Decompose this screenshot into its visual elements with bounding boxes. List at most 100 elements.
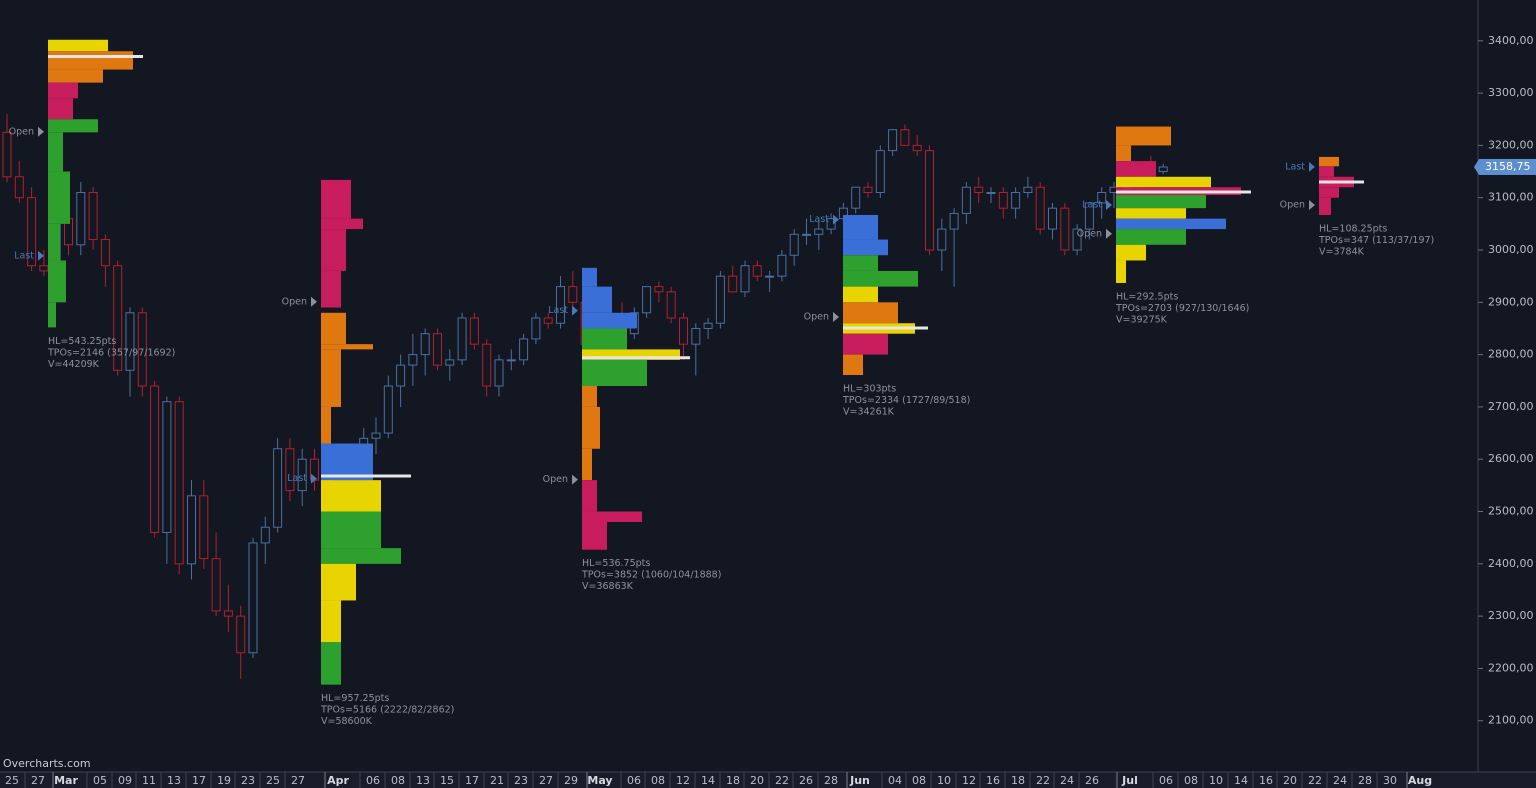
profile-bar xyxy=(321,270,341,308)
candle-body xyxy=(482,343,492,387)
candle-body xyxy=(469,317,479,345)
x-tick-label: 27 xyxy=(291,774,305,787)
profile-bar xyxy=(582,312,637,329)
x-tick-label: Apr xyxy=(327,774,349,787)
profile-bar xyxy=(1116,176,1211,188)
candle-body xyxy=(961,186,971,214)
candle-body xyxy=(777,254,787,277)
candle-body xyxy=(666,291,676,319)
candle-body xyxy=(740,265,750,293)
candle-body xyxy=(236,615,246,654)
candle-body xyxy=(703,322,713,329)
candle-body xyxy=(519,338,529,361)
profile-bar xyxy=(48,223,60,261)
y-tick-label: 3300,00 xyxy=(1488,86,1534,99)
candle-body xyxy=(113,265,123,371)
candle-body xyxy=(506,359,516,362)
candle-body xyxy=(445,359,455,366)
profile-bar xyxy=(321,443,373,481)
open-marker xyxy=(833,311,839,322)
candle-body xyxy=(187,495,196,565)
x-tick-label: 20 xyxy=(1283,774,1297,787)
candle-body xyxy=(642,286,652,314)
profile-bar xyxy=(582,406,600,449)
last-label: Last xyxy=(548,305,568,316)
open-marker xyxy=(1106,228,1112,239)
y-tick-label: 2200,00 xyxy=(1488,661,1534,674)
profile-stat: TPOs=2334 (1727/89/518) xyxy=(842,395,970,406)
y-tick-label: 2300,00 xyxy=(1488,609,1534,622)
profile-bar xyxy=(321,511,381,549)
x-tick-label: 28 xyxy=(824,774,838,787)
x-tick-label: 14 xyxy=(1234,774,1248,787)
last-marker xyxy=(572,305,578,316)
candle-body xyxy=(802,233,811,236)
x-tick-label: 05 xyxy=(93,774,107,787)
candle-body xyxy=(679,317,688,345)
candle-body xyxy=(1072,228,1082,251)
profile-bar xyxy=(48,132,63,172)
last-label: Last xyxy=(14,250,34,261)
x-tick-label: 27 xyxy=(31,774,45,787)
y-tick-label: 2900,00 xyxy=(1488,295,1534,308)
candle-body xyxy=(998,191,1008,209)
candle-body xyxy=(1023,186,1033,193)
x-tick-label: 09 xyxy=(118,774,132,787)
profile-stat: TPOs=2146 (357/97/1692) xyxy=(47,347,175,358)
candle-body xyxy=(1158,166,1168,173)
candle-body xyxy=(875,150,885,193)
x-axis-band xyxy=(0,772,1536,788)
profile-bar xyxy=(48,39,108,52)
profile-bar xyxy=(321,563,356,601)
x-tick-label: 19 xyxy=(217,774,231,787)
candle-body xyxy=(14,176,24,199)
last-label: Last xyxy=(1285,161,1305,172)
x-tick-label: 24 xyxy=(1333,774,1347,787)
y-tick-label: 3100,00 xyxy=(1488,191,1534,204)
x-tick-label: Jun xyxy=(849,774,870,787)
x-tick-label: Mar xyxy=(54,774,78,787)
profile-bar xyxy=(1116,208,1186,219)
candle-body xyxy=(1048,207,1057,230)
x-tick-label: 28 xyxy=(1358,774,1372,787)
profile-bar xyxy=(582,511,642,522)
profile-bar xyxy=(321,179,351,219)
candle-body xyxy=(900,129,910,146)
profile-bar xyxy=(843,239,888,256)
x-tick-label: 06 xyxy=(627,774,641,787)
candle-body xyxy=(27,197,37,267)
candle-body xyxy=(457,317,467,361)
x-tick-label: 18 xyxy=(1011,774,1025,787)
candle-body xyxy=(826,218,836,230)
candle-body xyxy=(752,265,762,277)
profile-bar xyxy=(321,480,381,512)
candle-body xyxy=(174,401,184,565)
profile-bar xyxy=(1116,260,1126,283)
profile-bar xyxy=(321,344,373,350)
y-tick-label: 2400,00 xyxy=(1488,557,1534,570)
candle-body xyxy=(494,359,504,387)
candle-body xyxy=(715,275,725,324)
x-tick-label: 04 xyxy=(888,774,902,787)
candle-body xyxy=(556,286,565,324)
profile-bar xyxy=(843,255,878,271)
x-tick-label: 06 xyxy=(366,774,380,787)
candle-body xyxy=(88,191,98,241)
profile-bar xyxy=(843,302,898,324)
x-tick-label: 08 xyxy=(1184,774,1198,787)
profile-stat: HL=303pts xyxy=(843,384,896,395)
candle-body xyxy=(728,275,738,293)
candle-body xyxy=(383,385,393,434)
profile-bar xyxy=(1319,197,1331,215)
x-tick-label: 10 xyxy=(1209,774,1223,787)
x-tick-label: 11 xyxy=(142,774,156,787)
profile-bar xyxy=(321,229,346,271)
profile-bar xyxy=(582,267,597,287)
candle-body xyxy=(691,327,701,345)
profile-bar xyxy=(1116,195,1206,209)
candle-body xyxy=(199,495,209,560)
profile-stat: V=3784K xyxy=(1319,246,1365,257)
x-tick-label: 13 xyxy=(167,774,181,787)
x-tick-label: 23 xyxy=(241,774,255,787)
